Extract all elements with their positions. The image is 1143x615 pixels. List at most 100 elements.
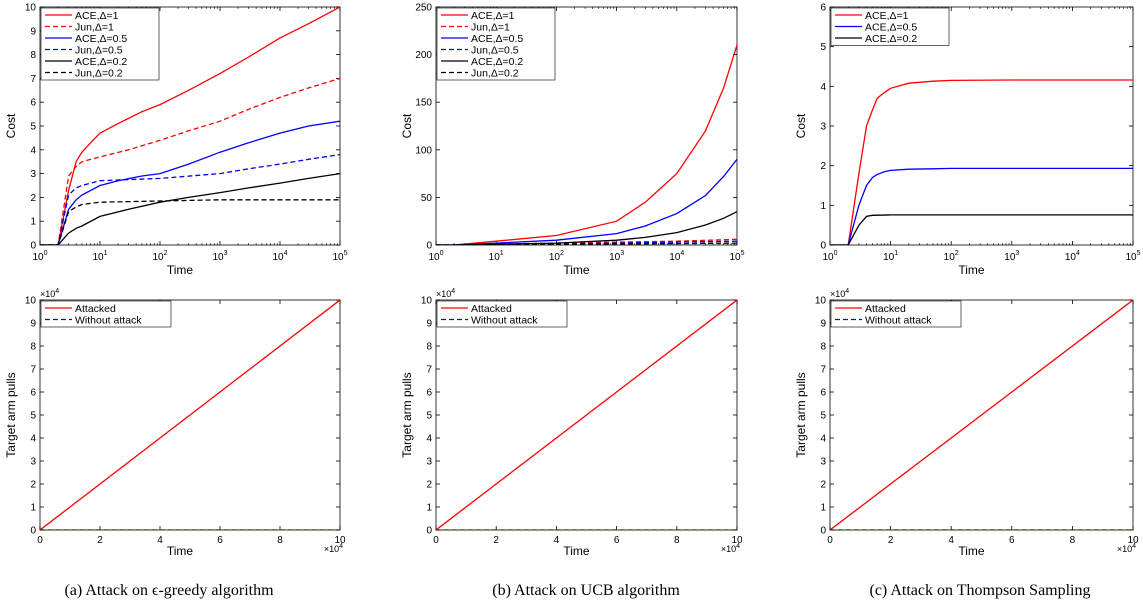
- series-line: [40, 153, 340, 245]
- y-tick-label: 4: [820, 434, 826, 445]
- legend-label: Jun,Δ=1: [471, 21, 510, 33]
- legend-label: ACE,Δ=1: [75, 10, 119, 22]
- y-tick-label: 4: [820, 82, 826, 93]
- y-tick-label: 2: [426, 480, 432, 491]
- series-line: [830, 300, 1133, 530]
- y-tick-label: 6: [820, 388, 826, 399]
- x-tick-label: 100: [428, 250, 443, 263]
- series-line: [40, 7, 340, 245]
- y-tick-label: 4: [30, 145, 36, 156]
- y-tick-label: 100: [415, 145, 432, 156]
- y-tick-label: 1: [426, 503, 432, 514]
- y-tick-label: 3: [426, 457, 432, 468]
- y-tick-label: 0: [426, 241, 432, 252]
- x-tick-label: 101: [489, 250, 504, 263]
- y-tick-label: 0: [30, 526, 36, 537]
- series-line: [40, 172, 340, 245]
- legend-label: ACE,Δ=0.5: [75, 33, 127, 45]
- x-tick-label: 104: [1065, 250, 1080, 263]
- legend-label: ACE,Δ=0.2: [75, 56, 127, 68]
- y-tick-label: 6: [820, 3, 826, 14]
- y-tick-label: 7: [30, 74, 36, 85]
- x-exponent-label: ×104: [1117, 543, 1136, 554]
- legend-label: ACE,Δ=0.2: [865, 33, 917, 45]
- x-tick-label: 100: [822, 250, 837, 263]
- y-axis-label: Cost: [794, 113, 808, 138]
- x-axis-label: Time: [167, 263, 194, 277]
- x-tick-label: 105: [332, 250, 347, 263]
- x-tick-label: 4: [157, 535, 163, 546]
- series-line: [40, 199, 340, 245]
- x-tick-label: 102: [944, 250, 959, 263]
- legend-label: Attacked: [75, 303, 116, 315]
- x-tick-label: 10: [731, 535, 743, 546]
- caption-a: (a) Attack on ϵ-greedy algorithm: [64, 582, 274, 599]
- y-axis-label: Target arm pulls: [794, 372, 808, 457]
- series-line: [830, 214, 1133, 245]
- x-tick-label: 102: [549, 250, 564, 263]
- x-tick-label: 105: [1125, 250, 1140, 263]
- y-tick-label: 0: [30, 241, 36, 252]
- y-tick-label: 8: [820, 342, 826, 353]
- legend-label: Jun,Δ=0.5: [471, 44, 519, 56]
- y-exponent-label: ×104: [830, 288, 849, 299]
- legend-label: ACE,Δ=0.5: [865, 21, 917, 33]
- series-line: [830, 79, 1133, 245]
- y-tick-label: 0: [820, 241, 826, 252]
- x-axis-label: Time: [563, 263, 590, 277]
- x-tick-label: 103: [212, 250, 227, 263]
- x-tick-label: 102: [152, 250, 167, 263]
- series-line: [40, 300, 340, 530]
- x-tick-label: 8: [674, 535, 680, 546]
- legend-label: Without attack: [865, 314, 932, 326]
- y-tick-label: 2: [820, 480, 826, 491]
- x-tick-label: 101: [92, 250, 107, 263]
- x-tick-label: 8: [277, 535, 283, 546]
- y-tick-label: 2: [30, 193, 36, 204]
- y-tick-label: 2: [30, 480, 36, 491]
- legend-label: ACE,Δ=0.5: [471, 33, 523, 45]
- chart-panel-c-top: 0 1 2 3 4 5 6 100 101 102 103 104 105 Time Cost ACE,Δ=1…: [794, 3, 1141, 278]
- chart-panel-a-top: 0 1 2 3 4 5 6 7 8 9 10 100 101 102 103 104 105 Time Cost AC…: [4, 3, 348, 278]
- y-tick-label: 9: [30, 319, 36, 330]
- caption-c: (c) Attack on Thompson Sampling: [869, 582, 1091, 599]
- legend-label: ACE,Δ=1: [865, 10, 909, 22]
- y-tick-label: 1: [30, 217, 36, 228]
- y-tick-label: 7: [30, 365, 36, 376]
- y-tick-label: 10: [421, 296, 433, 307]
- y-tick-label: 3: [30, 169, 36, 180]
- y-tick-label: 1: [30, 503, 36, 514]
- x-axis-label: Time: [958, 263, 985, 277]
- legend-label: Without attack: [471, 314, 538, 326]
- series-line: [436, 242, 737, 245]
- y-tick-label: 3: [820, 122, 826, 133]
- y-tick-label: 50: [421, 193, 433, 204]
- y-tick-label: 5: [426, 411, 432, 422]
- y-tick-label: 5: [30, 122, 36, 133]
- x-exponent-label: ×104: [324, 543, 343, 554]
- legend-box: [436, 300, 568, 328]
- legend-box: [436, 7, 556, 81]
- y-exponent-label: ×104: [40, 288, 59, 299]
- x-tick-label: 101: [883, 250, 898, 263]
- plot-frame: [829, 6, 1134, 246]
- y-tick-label: 9: [820, 319, 826, 330]
- x-tick-label: 6: [217, 535, 223, 546]
- x-axis-label: Time: [167, 544, 194, 558]
- y-tick-label: 150: [415, 98, 432, 109]
- y-tick-label: 8: [30, 50, 36, 61]
- x-tick-label: 10: [1127, 535, 1139, 546]
- legend-label: Jun,Δ=0.2: [471, 67, 519, 79]
- y-tick-label: 5: [30, 411, 36, 422]
- legend-box: [40, 7, 160, 81]
- y-tick-label: 7: [426, 365, 432, 376]
- y-tick-label: 1: [820, 201, 826, 212]
- y-tick-label: 8: [426, 342, 432, 353]
- y-tick-label: 9: [426, 319, 432, 330]
- x-tick-label: 6: [614, 535, 620, 546]
- y-tick-label: 10: [815, 296, 827, 307]
